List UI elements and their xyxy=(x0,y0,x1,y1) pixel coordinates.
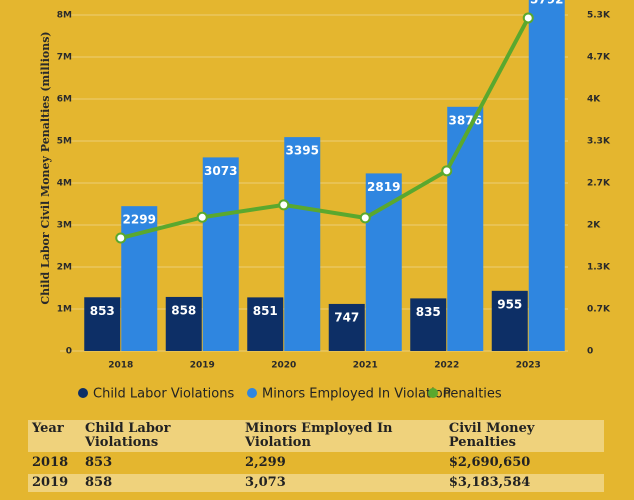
bar-value-label: 835 xyxy=(416,305,441,319)
line-point xyxy=(196,211,208,223)
legend-label: Minors Employed In Violation xyxy=(262,387,451,402)
legend-marker xyxy=(247,388,257,398)
x-tick-label: 2022 xyxy=(434,361,459,371)
line xyxy=(120,16,531,240)
table-cell: Year xyxy=(28,420,81,453)
bar-value-label: 2819 xyxy=(367,180,400,194)
table-cell: 2018 xyxy=(28,452,81,473)
legend-label: Penalties xyxy=(443,387,502,402)
bar xyxy=(365,173,402,351)
data-table: Year Child Labor Violations Minors Employe… xyxy=(28,420,604,492)
table-cell: Minors Employed In Violation xyxy=(241,420,445,453)
y2-tick-label: 5.3K xyxy=(587,11,611,21)
y2-tick-label: 4K xyxy=(587,94,601,104)
bar xyxy=(165,296,202,351)
bar xyxy=(121,206,158,351)
y-tick-label: 4M xyxy=(57,179,72,189)
legend-marker xyxy=(428,388,438,398)
chart: Child Labor Civil Money Penalties (milli… xyxy=(39,0,611,402)
legend-marker xyxy=(78,388,88,398)
bar-value-label: 853 xyxy=(90,304,115,318)
bar-value-label: 5792 xyxy=(530,0,563,7)
table-cell: 2,299 xyxy=(241,452,445,473)
line-point xyxy=(441,165,453,177)
y-tick-label: 2M xyxy=(57,263,72,273)
bar-value-label: 747 xyxy=(334,310,359,324)
y2-tick-label: 0 xyxy=(587,347,593,357)
bar xyxy=(247,297,284,351)
bar xyxy=(84,297,121,351)
bar xyxy=(284,137,321,351)
bar xyxy=(491,290,528,351)
table-cell: 858 xyxy=(80,472,242,492)
bar xyxy=(528,0,565,352)
table-cell: 853 xyxy=(80,452,242,473)
table-cell: Civil Money Penalties xyxy=(444,420,604,453)
bar-value-label: 3395 xyxy=(286,144,319,158)
table-row: 2018 853 2,299 $2,690,650 xyxy=(28,452,604,473)
y-tick-label: 8M xyxy=(57,11,72,21)
legend-label: Child Labor Violations xyxy=(93,387,234,402)
x-tick-label: 2018 xyxy=(108,361,133,371)
table-row: 2019 858 3,073 $3,183,584 xyxy=(28,472,604,492)
table-row: Year Child Labor Violations Minors Employe… xyxy=(28,420,604,453)
bar xyxy=(202,157,239,351)
y-tick-label: 6M xyxy=(57,95,72,105)
y2-tick-label: 3.3K xyxy=(587,137,611,147)
y2-tick-label: 0.7K xyxy=(587,304,611,314)
y-tick-label: 1M xyxy=(57,305,72,315)
y2-tick-label: 1.3K xyxy=(587,263,611,273)
y2-tick-label: 4.7K xyxy=(587,52,611,62)
bar xyxy=(328,303,365,351)
bar-value-label: 3073 xyxy=(204,164,237,178)
bar xyxy=(410,298,447,351)
y2-tick-label: 2.7K xyxy=(587,178,611,188)
y-tick-label: 7M xyxy=(57,53,72,63)
bar-value-label: 2299 xyxy=(123,213,156,227)
y-axis-label: Child Labor Civil Money Penalties (milli… xyxy=(39,31,52,304)
x-tick-label: 2020 xyxy=(271,361,296,371)
bar xyxy=(447,106,484,351)
bar-value-label: 955 xyxy=(497,297,522,311)
y-tick-label: 5M xyxy=(57,137,72,147)
x-tick-label: 2023 xyxy=(516,361,541,371)
line-point xyxy=(115,232,127,244)
y-tick-label: 3M xyxy=(57,221,72,231)
y-tick-label: 0 xyxy=(66,347,72,357)
table-cell: 2019 xyxy=(28,472,81,492)
bar-value-label: 858 xyxy=(171,303,196,317)
line-point xyxy=(278,199,290,211)
table-cell: 3,073 xyxy=(241,472,445,492)
bar-value-label: 851 xyxy=(253,304,278,318)
x-tick-label: 2021 xyxy=(353,361,378,371)
x-tick-label: 2019 xyxy=(190,361,215,371)
table-cell: $3,183,584 xyxy=(444,472,604,492)
table-cell: $2,690,650 xyxy=(444,452,604,473)
table-cell: Child Labor Violations xyxy=(80,420,242,453)
line-point xyxy=(522,12,534,24)
y2-tick-label: 2K xyxy=(587,220,601,230)
line-point xyxy=(359,212,371,224)
